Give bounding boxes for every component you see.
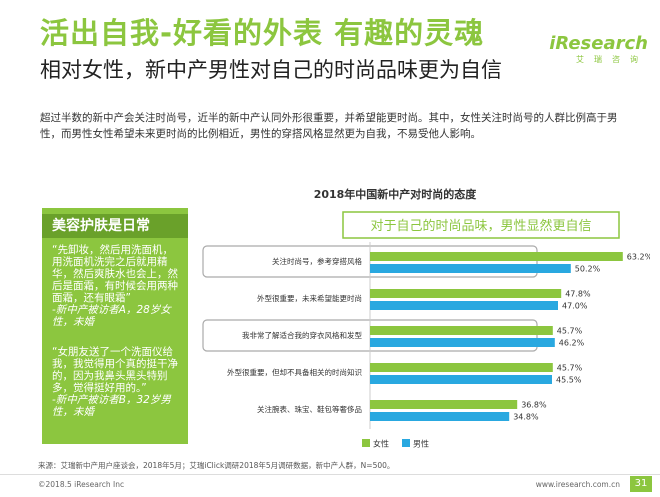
bar-value-label: 47.0% xyxy=(562,302,588,311)
logo-brand-cn: 艾瑞咨询 xyxy=(576,55,648,64)
category-label: 关注腕表、珠宝、鞋包等奢侈品 xyxy=(257,404,362,414)
legend-label: 女性 xyxy=(373,439,389,449)
bar-male xyxy=(370,264,571,273)
quote-source: -新中产被访者A，28岁女性，未婚 xyxy=(52,304,171,328)
bar-male xyxy=(370,338,555,347)
bar-female xyxy=(370,289,562,298)
bar-value-label: 47.8% xyxy=(565,290,591,299)
bar-value-label: 36.8% xyxy=(521,401,547,410)
quote-text: “先卸妆，然后用洗面机，用洗面机洗完之后就用精华，然后爽肤水也会上，然后是面霜，… xyxy=(52,244,178,304)
bar-female xyxy=(370,400,518,409)
category-label: 外型很重要，但却不具备相关的时尚知识 xyxy=(227,367,362,377)
bar-value-label: 63.2% xyxy=(627,253,650,262)
category-label: 关注时尚号，参考穿搭风格 xyxy=(272,256,362,266)
iresearch-logo: iResearch 艾瑞咨询 xyxy=(549,33,648,65)
copyright: ©2018.5 iResearch Inc xyxy=(38,480,125,489)
bar-value-label: 45.5% xyxy=(556,376,582,385)
page-subtitle: 相对女性，新中产男性对自己的时尚品味更为自信 xyxy=(40,58,502,82)
quote-text: “女朋友送了一个洗面仪给我，我觉得用个真的挺干净的，因为我鼻头黑头特别多，觉得挺… xyxy=(52,346,178,394)
quote-item-b: “女朋友送了一个洗面仪给我，我觉得用个真的挺干净的，因为我鼻头黑头特别多，觉得挺… xyxy=(52,346,182,418)
chart-title: 2018年中国新中产对时尚的态度 xyxy=(314,187,478,201)
bar-female xyxy=(370,363,553,372)
category-label: 我非常了解适合我的穿衣风格和发型 xyxy=(242,330,362,340)
intro-text: 超过半数的新中产会关注时尚号，近半的新中产认同外形很重要，并希望能更时尚。其中，… xyxy=(40,112,618,140)
bar-male xyxy=(370,412,510,421)
chart-callout-box xyxy=(342,211,620,239)
category-label: 外型很重要，未来希望能更时尚 xyxy=(257,293,362,303)
chart-callout: 对于自己的时尚品味，男性显然更自信 xyxy=(370,218,591,234)
fashion-attitude-chart: 2018年中国新中产对时尚的态度 对于自己的时尚品味，男性显然更自信 关注时尚号… xyxy=(202,187,650,449)
legend-swatch-female xyxy=(362,439,370,447)
bar-value-label: 34.8% xyxy=(513,413,539,422)
footer-bar xyxy=(0,474,660,497)
bar-female xyxy=(370,252,623,261)
source-note: 来源：艾瑞新中产用户座谈会，2018年5月；艾瑞iClick调研2018年5月调… xyxy=(38,461,395,470)
bar-female xyxy=(370,326,553,335)
bar-value-label: 45.7% xyxy=(557,327,583,336)
logo-brand: iResearch xyxy=(549,33,648,54)
legend-label: 男性 xyxy=(413,439,429,449)
quote-source: -新中产被访者B，32岁男性，未婚 xyxy=(52,394,171,418)
bar-male xyxy=(370,301,558,310)
quote-panel xyxy=(42,208,188,444)
website-link[interactable]: www.iresearch.com.cn xyxy=(535,480,620,489)
bar-value-label: 50.2% xyxy=(575,265,601,274)
bar-value-label: 46.2% xyxy=(559,339,585,348)
bar-value-label: 45.7% xyxy=(557,364,583,373)
page-title: 活出自我-好看的外表 有趣的灵魂 xyxy=(40,16,485,50)
bar-male xyxy=(370,375,552,384)
page-number: 31 xyxy=(630,476,652,492)
legend-swatch-male xyxy=(402,439,410,447)
quote-heading: 美容护肤是日常 xyxy=(42,214,188,238)
quote-item-a: “先卸妆，然后用洗面机，用洗面机洗完之后就用精华，然后爽肤水也会上，然后是面霜，… xyxy=(52,244,182,328)
